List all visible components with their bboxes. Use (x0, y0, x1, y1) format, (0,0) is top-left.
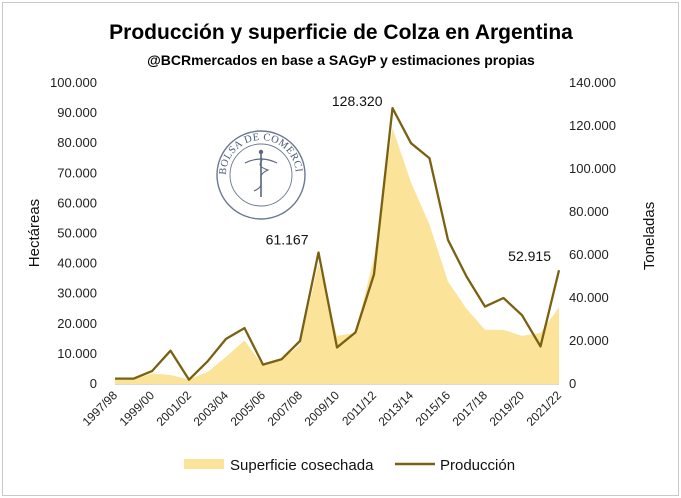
y-axis-right-label: Toneladas (641, 202, 658, 270)
x-tick-label: 2011/12 (339, 388, 379, 428)
y-right-tick-label: 0 (569, 376, 576, 391)
data-label: 128.320 (332, 93, 383, 109)
y-left-tick-label: 70.000 (57, 165, 97, 180)
y-right-tick-label: 120.000 (569, 118, 616, 133)
seal-inner-ring (229, 143, 293, 207)
x-tick-label: 2003/04 (191, 388, 232, 429)
x-tick-label: 2019/20 (487, 388, 528, 429)
y-right-tick-label: 100.000 (569, 161, 616, 176)
legend-swatch-superficie (184, 459, 224, 469)
y-axis-left-label: Hectáreas (26, 199, 43, 267)
x-tick-label: 2001/02 (154, 388, 195, 429)
line-series-layer (115, 106, 561, 381)
x-tick-label: 2017/18 (450, 388, 491, 429)
y-right-tick-label: 20.000 (569, 333, 609, 348)
chart-subtitle: @BCRmercados en base a SAGyP y estimacio… (147, 52, 535, 68)
x-tick-label: 1997/98 (80, 388, 121, 429)
data-label: 61.167 (266, 231, 309, 247)
y-right-tick-label: 80.000 (569, 204, 609, 219)
line-produccion (115, 106, 561, 381)
x-tick-label: 2009/10 (302, 388, 343, 429)
y-left-tick-label: 80.000 (57, 135, 97, 150)
y-left-tick-label: 90.000 (57, 105, 97, 120)
y-left-tick-label: 10.000 (57, 346, 97, 361)
area-superficie-cosechada (115, 128, 559, 384)
seal-staff-top (258, 149, 264, 155)
y-right-tick-label: 40.000 (569, 290, 609, 305)
y-left-tick-label: 40.000 (57, 256, 97, 271)
y-left-tick-label: 20.000 (57, 316, 97, 331)
area-series-layer (115, 128, 559, 384)
y-right-tick-label: 140.000 (569, 75, 616, 90)
legend-label-produccion: Producción (440, 457, 515, 474)
legend: Superficie cosechada Producción (184, 457, 515, 474)
y-left-tick-label: 0 (90, 376, 97, 391)
x-tick-label: 2015/16 (413, 388, 454, 429)
x-tick-label: 2021/22 (524, 388, 565, 429)
seal-snake (253, 157, 270, 192)
y-left-tick-label: 60.000 (57, 195, 97, 210)
chart-title: Producción y superficie de Colza en Arge… (109, 21, 573, 44)
x-tick-label: 2013/14 (376, 388, 417, 429)
legend-label-superficie: Superficie cosechada (230, 457, 374, 474)
annotations-layer: 61.167 128.320 52.915 (266, 93, 552, 264)
x-tick-label: 2007/08 (265, 388, 306, 429)
x-tick-label: 1999/00 (117, 388, 158, 429)
chart-canvas: Producción y superficie de Colza en Arge… (3, 3, 658, 474)
y-left-tick-label: 30.000 (57, 286, 97, 301)
seal-outer-ring (216, 130, 306, 220)
y-right-tick-label: 60.000 (569, 247, 609, 262)
y-left-tick-label: 100.000 (50, 75, 97, 90)
data-label: 52.915 (508, 248, 551, 264)
x-tick-label: 2005/06 (228, 388, 269, 429)
seal-wings (244, 158, 278, 164)
y-left-tick-label: 50.000 (57, 226, 97, 241)
